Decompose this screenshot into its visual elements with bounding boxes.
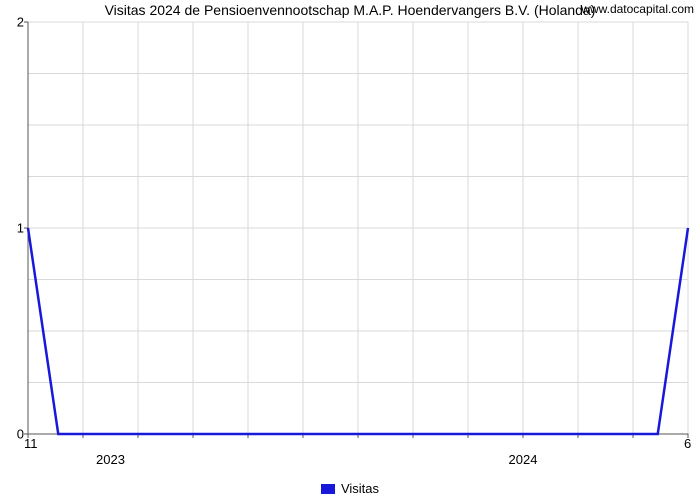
legend-swatch	[321, 484, 335, 494]
legend: Visitas	[0, 481, 700, 496]
plot-area	[28, 22, 688, 434]
y-tick-label: 2	[4, 15, 24, 30]
y-tick-label: 1	[4, 221, 24, 236]
x-tick-label: 2024	[509, 452, 538, 467]
attribution-text: www.datocapital.com	[581, 2, 694, 16]
x-tick-label: 2023	[96, 452, 125, 467]
legend-label: Visitas	[341, 481, 379, 496]
y-tick-label: 0	[4, 427, 24, 442]
chart-svg	[28, 22, 688, 434]
x-axis-callout-left: 11	[24, 436, 38, 451]
x-axis-callout-right: 6	[684, 436, 691, 451]
